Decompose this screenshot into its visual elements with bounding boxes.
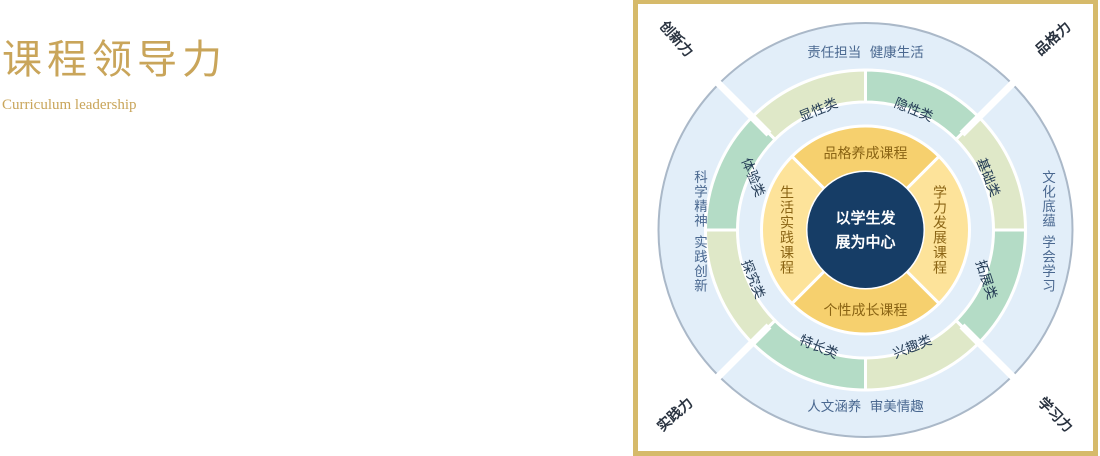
separator-top-right [959,77,1019,137]
curriculum-diagram-frame: 以学生发 展为中心 品格养成课程 个性成长课程 生活实践课程 学力发展课程 显性… [633,0,1098,456]
outer-ring-left-col1: 科学精神 [691,170,708,228]
core-course-right: 学力发展课程 [931,185,947,275]
center-text-line1: 以学生发 [835,209,896,227]
outer-ring-top: 责任担当 健康生活 [807,44,924,61]
core-course-left: 生活实践课程 [778,185,794,275]
separator-bottom-left [712,323,772,383]
outer-separators [712,77,1019,383]
curriculum-diagram: 以学生发 展为中心 品格养成课程 个性成长课程 生活实践课程 学力发展课程 显性… [654,17,1076,438]
corner-top-right: 品格力 [1032,18,1075,59]
page-title: 课程领导力 [2,37,227,83]
center-circle [807,172,924,288]
outer-ring-right-col1: 文化底蕴 [1039,170,1056,228]
corner-bottom-right: 学习力 [1034,394,1076,436]
outer-ring-bottom: 人文涵养 审美情趣 [807,399,924,415]
outer-ring-left-col2: 实践创新 [691,235,708,293]
outer-ring-right-col2: 学会学习 [1039,235,1056,293]
separator-top-left [712,77,772,137]
core-course-bottom: 个性成长课程 [824,303,908,319]
separator-bottom-right [959,323,1019,383]
corner-bottom-left: 实践力 [654,394,697,435]
center-text-line2: 展为中心 [835,233,895,251]
corner-top-left: 创新力 [655,17,696,60]
page-subtitle: Curriculum leadership [2,97,137,113]
core-course-top: 品格养成课程 [824,146,908,162]
